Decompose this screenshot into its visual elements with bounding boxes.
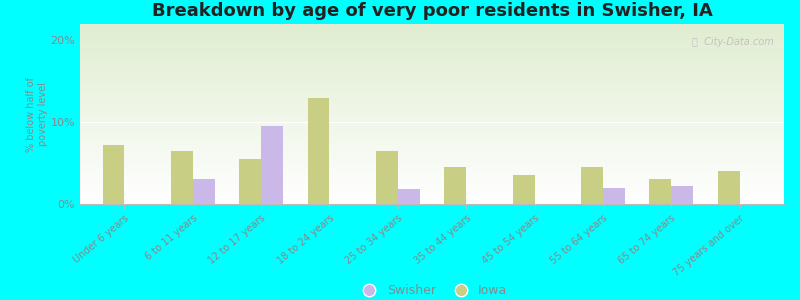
Legend: Swisher, Iowa: Swisher, Iowa (352, 279, 512, 300)
Bar (193, 179, 214, 204)
Bar (261, 126, 283, 204)
Bar (671, 186, 693, 204)
Bar (650, 179, 671, 204)
Title: Breakdown by age of very poor residents in Swisher, IA: Breakdown by age of very poor residents … (152, 2, 712, 20)
Bar (718, 171, 739, 204)
Bar (603, 188, 625, 204)
Y-axis label: % below half of
poverty level: % below half of poverty level (26, 76, 48, 152)
Bar (308, 98, 330, 204)
Bar (171, 151, 193, 204)
Bar (398, 189, 420, 204)
Bar (581, 167, 603, 204)
Bar (513, 176, 534, 204)
Text: ⓘ  City-Data.com: ⓘ City-Data.com (692, 37, 774, 46)
Bar (239, 159, 261, 204)
Bar (102, 145, 125, 204)
Bar (444, 167, 466, 204)
Bar (376, 151, 398, 204)
